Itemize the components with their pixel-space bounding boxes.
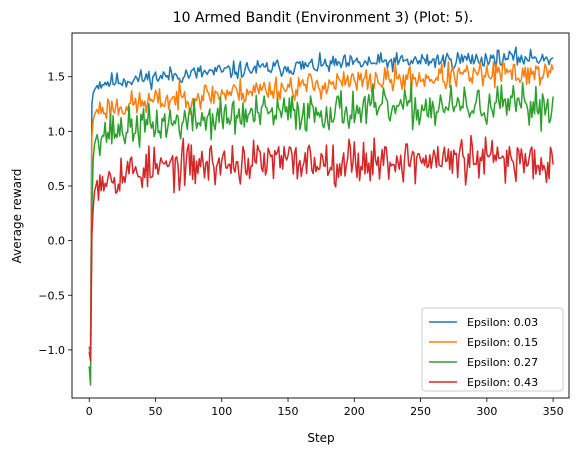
y-tick-label: 0.0 bbox=[48, 235, 66, 248]
y-tick-label: 0.5 bbox=[48, 180, 66, 193]
legend-label-4: Epsilon: 0.43 bbox=[467, 376, 538, 389]
legend: Epsilon: 0.03 Epsilon: 0.15 Epsilon: 0.27 E… bbox=[421, 307, 564, 392]
x-tick-label: 0 bbox=[86, 405, 93, 418]
legend-label-2: Epsilon: 0.15 bbox=[467, 336, 538, 349]
legend-label-3: Epsilon: 0.27 bbox=[467, 356, 538, 369]
x-tick-label: 100 bbox=[211, 405, 232, 418]
plot-frame bbox=[71, 32, 570, 399]
y-axis-ticks: −1.0 −0.5 0.0 0.5 1.0 1.5 bbox=[38, 71, 72, 357]
x-tick-label: 250 bbox=[410, 405, 431, 418]
series-line-4 bbox=[88, 134, 554, 362]
x-tick-label: 300 bbox=[476, 405, 497, 418]
y-tick-label: −0.5 bbox=[38, 289, 65, 302]
series-line-2 bbox=[88, 61, 554, 360]
x-tick-label: 200 bbox=[344, 405, 365, 418]
legend-box bbox=[421, 307, 564, 392]
x-tick-label: 350 bbox=[543, 405, 564, 418]
x-tick-label: 50 bbox=[148, 405, 162, 418]
y-tick-label: 1.5 bbox=[48, 71, 66, 84]
x-axis-label: Step bbox=[307, 431, 334, 445]
x-axis-ticks: 0 50 100 150 200 250 300 350 bbox=[86, 398, 564, 418]
plot-lines bbox=[88, 46, 554, 386]
y-tick-label: 1.0 bbox=[48, 125, 66, 138]
y-tick-label: −1.0 bbox=[38, 344, 65, 357]
series-line-1 bbox=[88, 46, 554, 357]
y-axis-label: Average reward bbox=[10, 169, 24, 264]
x-tick-label: 150 bbox=[278, 405, 299, 418]
legend-label-1: Epsilon: 0.03 bbox=[467, 316, 538, 329]
series-line-3 bbox=[88, 82, 554, 386]
chart-title: 10 Armed Bandit (Environment 3) (Plot: 5… bbox=[173, 10, 474, 26]
